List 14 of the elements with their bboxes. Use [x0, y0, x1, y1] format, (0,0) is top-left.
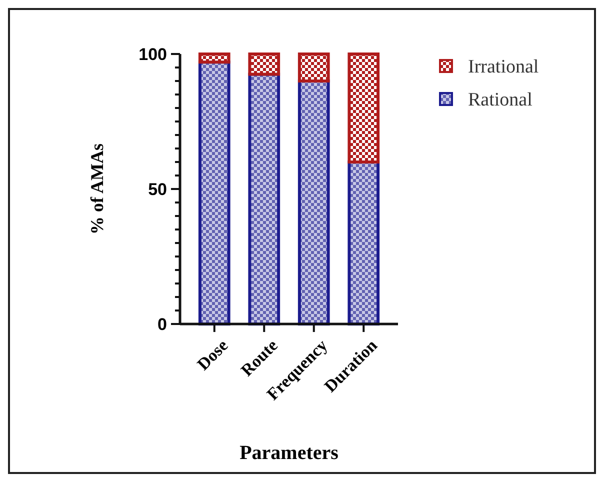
y-tick-label: 50 [148, 180, 167, 199]
y-tick-label: 100 [138, 44, 167, 64]
bar [348, 160, 380, 326]
bar [298, 52, 330, 82]
bar [348, 52, 380, 164]
y-tick-label: 0 [158, 314, 167, 334]
x-axis-title: Parameters [240, 442, 339, 464]
legend-label: Irrational [468, 56, 539, 78]
bar [198, 52, 230, 64]
bar [248, 52, 280, 76]
bar [198, 60, 230, 326]
y-axis-title: % of AMAs [87, 144, 107, 234]
bar [298, 80, 330, 326]
legend-label: Rational [468, 90, 532, 111]
